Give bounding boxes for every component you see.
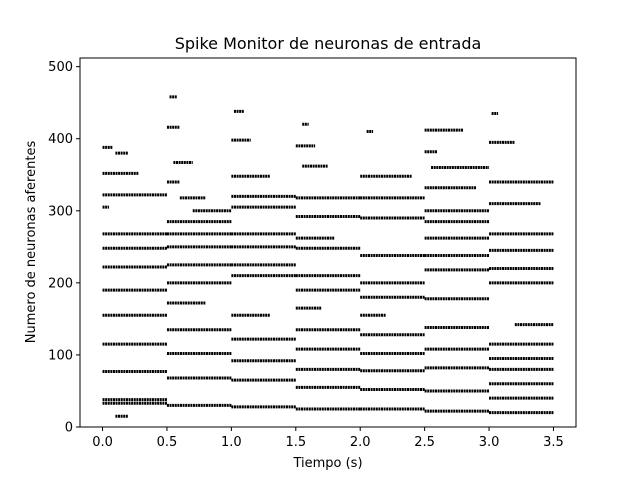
y-axis-ticks: 0 100 200 300 400 500 xyxy=(48,60,80,436)
chart-title: Spike Monitor de neuronas de entrada xyxy=(175,34,482,53)
x-tick-label-5: 2.5 xyxy=(414,435,435,450)
x-tick-label-1: 0.5 xyxy=(157,435,178,450)
x-axis-ticks: 0.0 0.5 1.0 1.5 2.0 2.5 3.0 3.5 xyxy=(92,427,564,450)
x-tick-label-4: 2.0 xyxy=(350,435,371,450)
y-tick-label-1: 100 xyxy=(48,348,73,363)
y-tick-label-0: 0 xyxy=(65,421,73,436)
x-axis-label: Tiempo (s) xyxy=(292,456,362,471)
x-tick-label-2: 1.0 xyxy=(221,435,242,450)
x-tick-label-7: 3.5 xyxy=(543,435,564,450)
x-tick-label-3: 1.5 xyxy=(285,435,306,450)
x-tick-label-0: 0.0 xyxy=(92,435,113,450)
y-axis-label: Numero de neuronas aferentes xyxy=(24,141,39,344)
y-tick-label-5: 500 xyxy=(48,60,73,75)
y-tick-label-2: 200 xyxy=(48,276,73,291)
y-tick-label-3: 300 xyxy=(48,204,73,219)
x-tick-label-6: 3.0 xyxy=(479,435,500,450)
y-tick-label-4: 400 xyxy=(48,132,73,147)
plot-frame xyxy=(79,57,577,428)
spike-marks xyxy=(102,95,554,418)
